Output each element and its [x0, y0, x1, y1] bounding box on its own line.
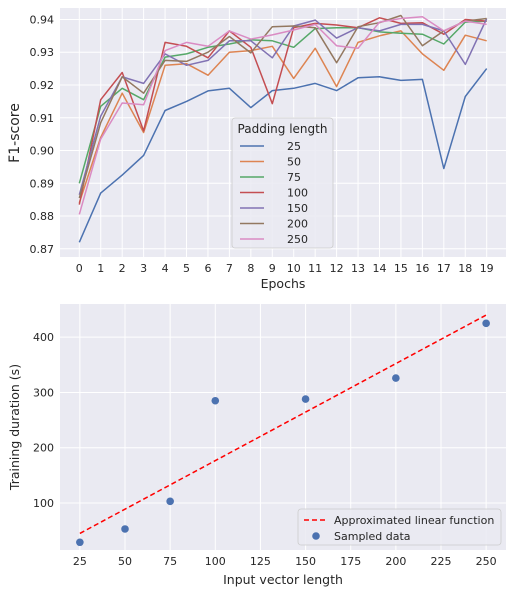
y-tick-label-bottom: 200	[33, 442, 54, 455]
x-tick-label-top: 16	[415, 262, 429, 275]
scatter-point	[76, 538, 84, 547]
x-tick-labels-top: 0 1 2 3 4 5 6 7 8 9 10 11 12 13 14 15 16 17 18 19	[76, 262, 494, 275]
y-axis-label-bottom: Training duration (s)	[7, 364, 22, 491]
y-tick-label-top: 0.92	[30, 79, 55, 92]
x-tick-label-bottom: 125	[250, 555, 271, 568]
legend-bottom: Approximated linear function Sampled dat…	[297, 508, 502, 546]
x-tick-label-bottom: 225	[430, 555, 451, 568]
y-tick-label-top: 0.91	[30, 112, 55, 125]
linear-fit-line	[79, 314, 487, 535]
y-tick-label-bottom: 100	[33, 497, 54, 510]
y-tick-label-top: 0.90	[30, 145, 55, 158]
scatter-point	[166, 497, 174, 506]
y-tick-label-top: 0.94	[30, 13, 55, 26]
x-tick-label-top: 14	[372, 262, 386, 275]
legend-label-25: 25	[287, 140, 301, 153]
y-tick-label-top: 0.89	[30, 177, 55, 190]
x-tick-label-bottom: 100	[205, 555, 226, 568]
x-tick-label-top: 12	[330, 262, 344, 275]
training-duration-scatter-chart: 25 50 75 100 125 150 175 200 225 250 100 200 300 400…	[7, 304, 506, 587]
x-tick-label-top: 5	[183, 262, 190, 275]
legend-label-250: 250	[287, 233, 308, 246]
legend-label-sampled-data: Sampled data	[334, 530, 411, 543]
scatter-point	[482, 319, 490, 328]
legend-label-150: 150	[287, 202, 308, 215]
x-tick-label-top: 4	[162, 262, 169, 275]
x-tick-label-top: 2	[119, 262, 126, 275]
series-line-50	[78, 30, 487, 204]
series-line-150	[78, 18, 488, 195]
x-tick-label-top: 6	[204, 262, 211, 275]
series-line-75	[78, 20, 487, 184]
x-tick-label-top: 13	[351, 262, 365, 275]
x-tick-label-top: 8	[247, 262, 254, 275]
x-tick-label-bottom: 50	[118, 555, 132, 568]
series-line-25	[78, 68, 488, 243]
x-tick-label-bottom: 75	[163, 555, 177, 568]
y-tick-label-top: 0.93	[30, 46, 55, 59]
legend-label-linear-fit: Approximated linear function	[334, 514, 494, 527]
scatter-point	[392, 374, 400, 382]
x-axis-label-bottom: Input vector length	[223, 572, 343, 587]
y-tick-labels-top: 0.87 0.88 0.89 0.90 0.91 0.92 0.93 0.94	[30, 13, 55, 255]
legend-title: Padding length	[238, 122, 328, 136]
series-line-200	[78, 14, 487, 199]
x-tick-label-top: 18	[458, 262, 472, 275]
x-tick-label-top: 15	[394, 262, 408, 275]
x-tick-label-top: 9	[269, 262, 276, 275]
x-tick-labels-bottom: 25 50 75 100 125 150 175 200 225 250	[73, 555, 497, 568]
legend-swatch-sampled-data	[312, 532, 320, 540]
y-axis-label-top: F1-score	[7, 103, 23, 163]
x-axis-label-top: Epochs	[261, 276, 306, 291]
x-tick-label-bottom: 25	[73, 555, 87, 568]
y-tick-label-bottom: 300	[33, 386, 54, 399]
legend-items-top: 25 50 75 100 150 200 250	[240, 140, 308, 246]
x-tick-label-top: 0	[76, 262, 83, 275]
x-tick-label-bottom: 250	[476, 555, 497, 568]
scatter-point	[121, 525, 129, 533]
grid-bottom	[60, 304, 506, 550]
x-tick-label-top: 1	[97, 262, 104, 275]
y-tick-label-bottom: 400	[33, 331, 54, 344]
x-tick-label-top: 7	[226, 262, 233, 275]
series-lines-top	[78, 14, 488, 243]
x-tick-label-bottom: 200	[385, 555, 406, 568]
y-tick-labels-bottom: 100 200 300 400	[33, 331, 54, 510]
legend-label-200: 200	[287, 218, 308, 231]
y-tick-label-top: 0.87	[30, 243, 55, 256]
x-tick-label-top: 19	[480, 262, 494, 275]
f1-score-line-chart: 0 1 2 3 4 5 6 7 8 9 10 11 12 13 14 15 16 17 18 19 0.870.880…	[7, 8, 506, 291]
x-tick-label-top: 11	[308, 262, 322, 275]
legend-box-bottom	[297, 508, 502, 546]
x-tick-label-bottom: 150	[295, 555, 316, 568]
scatter-point	[211, 396, 220, 405]
x-tick-label-top: 17	[437, 262, 451, 275]
legend-box-top	[231, 117, 334, 249]
scatter-point	[301, 395, 310, 403]
legend-label-75: 75	[287, 171, 301, 184]
x-tick-label-bottom: 175	[340, 555, 361, 568]
series-line-100	[78, 17, 487, 205]
legend-top: Padding length 25 50 75 100 150 200 250	[231, 117, 334, 249]
x-tick-label-top: 10	[287, 262, 301, 275]
scatter-points	[76, 319, 490, 547]
y-tick-label-top: 0.88	[30, 210, 55, 223]
legend-label-100: 100	[287, 187, 308, 200]
linear-fit-line-segment	[79, 314, 487, 535]
legend-label-50: 50	[287, 156, 301, 169]
series-line-250	[78, 16, 487, 215]
x-tick-label-top: 3	[140, 262, 147, 275]
